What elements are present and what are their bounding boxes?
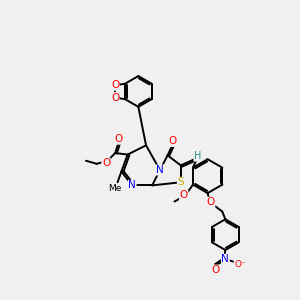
Text: O⁻: O⁻ [234, 260, 246, 269]
Text: O: O [180, 190, 188, 200]
Text: N: N [128, 180, 136, 190]
Text: O: O [114, 134, 122, 144]
Text: O: O [111, 93, 119, 103]
Text: S: S [177, 177, 184, 187]
Text: O: O [168, 136, 176, 146]
Text: Me: Me [108, 184, 121, 193]
Text: O: O [111, 80, 119, 90]
Text: N: N [156, 165, 164, 175]
Text: O: O [207, 197, 215, 207]
Text: O: O [102, 158, 110, 168]
Text: O: O [211, 265, 220, 275]
Text: N: N [221, 254, 229, 264]
Text: H: H [194, 151, 201, 161]
